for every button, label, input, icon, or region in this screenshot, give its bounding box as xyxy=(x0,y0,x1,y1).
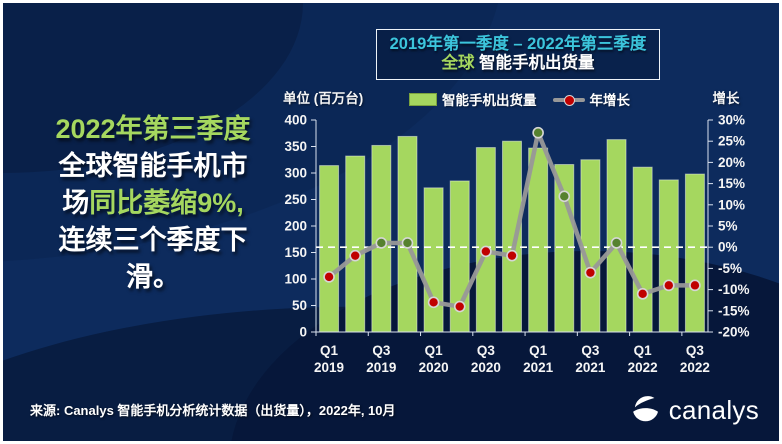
headline-line3-prefix: 场 xyxy=(62,188,90,218)
headline-line3-highlight: 同比萎缩9%, xyxy=(89,188,244,218)
chart-legend: 智能手机出货量 年增长 xyxy=(409,89,630,109)
marker-Q3-2022 xyxy=(689,279,701,292)
left-axis: 0 50 100 150 200 250 300 350 400 xyxy=(284,113,317,340)
marker-Q1-2022 xyxy=(636,288,649,300)
svg-text:350: 350 xyxy=(284,139,307,154)
svg-text:-10%: -10% xyxy=(718,282,750,297)
bar-Q2-2019 xyxy=(345,155,366,333)
bar-Q4-2020 xyxy=(502,140,522,333)
marker-Q4-2020 xyxy=(506,249,518,262)
bar-Q3-2021 xyxy=(580,159,601,333)
svg-text:15%: 15% xyxy=(718,176,745,191)
marker-Q1-2019 xyxy=(323,271,335,283)
bar-Q2-2021 xyxy=(554,164,575,333)
bar-Q4-2019 xyxy=(397,135,418,333)
svg-text:50: 50 xyxy=(292,298,307,313)
x-axis xyxy=(315,331,708,336)
svg-text:5%: 5% xyxy=(718,219,738,234)
headline-line5: 滑。 xyxy=(126,262,180,292)
legend-line-label: 年增长 xyxy=(589,93,631,108)
marker-Q3-2019 xyxy=(375,237,388,249)
marker-Q1-2021 xyxy=(532,126,544,139)
svg-text:-20%: -20% xyxy=(718,325,750,340)
chart-title-box: 2019年第一季度 – 2022年第三季度 全球 智能手机出货量 xyxy=(376,29,660,80)
svg-text:150: 150 xyxy=(284,245,307,260)
canalys-logo-text: canalys xyxy=(668,394,759,425)
right-axis: -20% -15% -10% -5% 0% 5% 10% 15% 20% 25% 30% xyxy=(707,113,750,340)
growth-markers xyxy=(323,126,701,313)
legend-line-swatch-icon xyxy=(552,94,585,106)
marker-Q3-2021 xyxy=(584,266,597,279)
chart-title-scope-highlight: 全球 xyxy=(441,54,475,72)
bar-Q3-2020 xyxy=(475,147,496,333)
x-axis-labels: Q1 2019 Q3 2019 Q1 2020 Q3 2020 Q1 2021 Q3 2021 Q1 20… xyxy=(314,343,710,375)
canalys-logo-icon xyxy=(632,396,658,422)
svg-text:-5%: -5% xyxy=(718,261,742,276)
svg-text:400: 400 xyxy=(284,113,307,128)
svg-text:10%: 10% xyxy=(718,197,745,212)
legend-bars-label: 智能手机出货量 xyxy=(442,93,537,108)
legend-bar-swatch-icon xyxy=(409,92,437,106)
marker-Q3-2020 xyxy=(480,245,492,258)
svg-text:0: 0 xyxy=(299,325,307,340)
svg-text:100: 100 xyxy=(284,272,307,287)
right-axis-title: 增长 xyxy=(712,91,740,106)
left-axis-title: 单位 (百万台) xyxy=(283,91,364,106)
bar-series xyxy=(319,135,705,333)
headline-text: 2022年第三季度 全球智能手机市 场同比萎缩9%, 连续三个季度下 滑。 xyxy=(25,111,281,296)
marker-Q2-2020 xyxy=(453,300,466,313)
svg-text:0%: 0% xyxy=(718,240,738,255)
chart-title-range: 2019年第一季度 – 2022年第三季度 xyxy=(389,35,647,53)
svg-text:20%: 20% xyxy=(718,155,745,170)
bar-Q2-2022 xyxy=(658,179,679,333)
marker-Q2-2019 xyxy=(349,249,361,262)
bar-Q3-2022 xyxy=(684,173,705,333)
svg-text:300: 300 xyxy=(284,166,307,181)
chart-title-scope: 全球 智能手机出货量 xyxy=(383,54,653,73)
bar-Q1-2021 xyxy=(528,147,549,333)
svg-text:25%: 25% xyxy=(718,134,745,149)
marker-Q4-2019 xyxy=(401,237,414,249)
bar-Q4-2021 xyxy=(606,139,627,333)
headline-line2: 全球智能手机市 xyxy=(58,151,248,181)
marker-Q2-2021 xyxy=(558,190,571,203)
bar-Q1-2022 xyxy=(632,166,653,333)
headline-line4: 连续三个季度下 xyxy=(58,225,248,255)
marker-Q4-2021 xyxy=(610,237,623,249)
headline-line1: 2022年第三季度 xyxy=(55,114,251,144)
bar-Q1-2019 xyxy=(319,165,340,333)
svg-text:30%: 30% xyxy=(718,113,745,128)
chart-title-scope-rest: 智能手机出货量 xyxy=(474,54,595,72)
shipments-growth-chart: 0 50 100 150 200 250 300 350 400 -20% -15% -10% -5% 0… xyxy=(284,113,750,376)
svg-text:250: 250 xyxy=(284,192,307,207)
bar-Q1-2020 xyxy=(423,187,444,333)
canalys-logo: canalys xyxy=(630,394,759,426)
svg-text:-15%: -15% xyxy=(718,303,750,318)
marker-Q2-2022 xyxy=(662,279,675,292)
svg-text:200: 200 xyxy=(284,219,307,234)
marker-Q1-2020 xyxy=(427,296,440,309)
source-note: 来源: Canalys 智能手机分析统计数据（出货量），2022年, 10月 xyxy=(30,403,396,418)
